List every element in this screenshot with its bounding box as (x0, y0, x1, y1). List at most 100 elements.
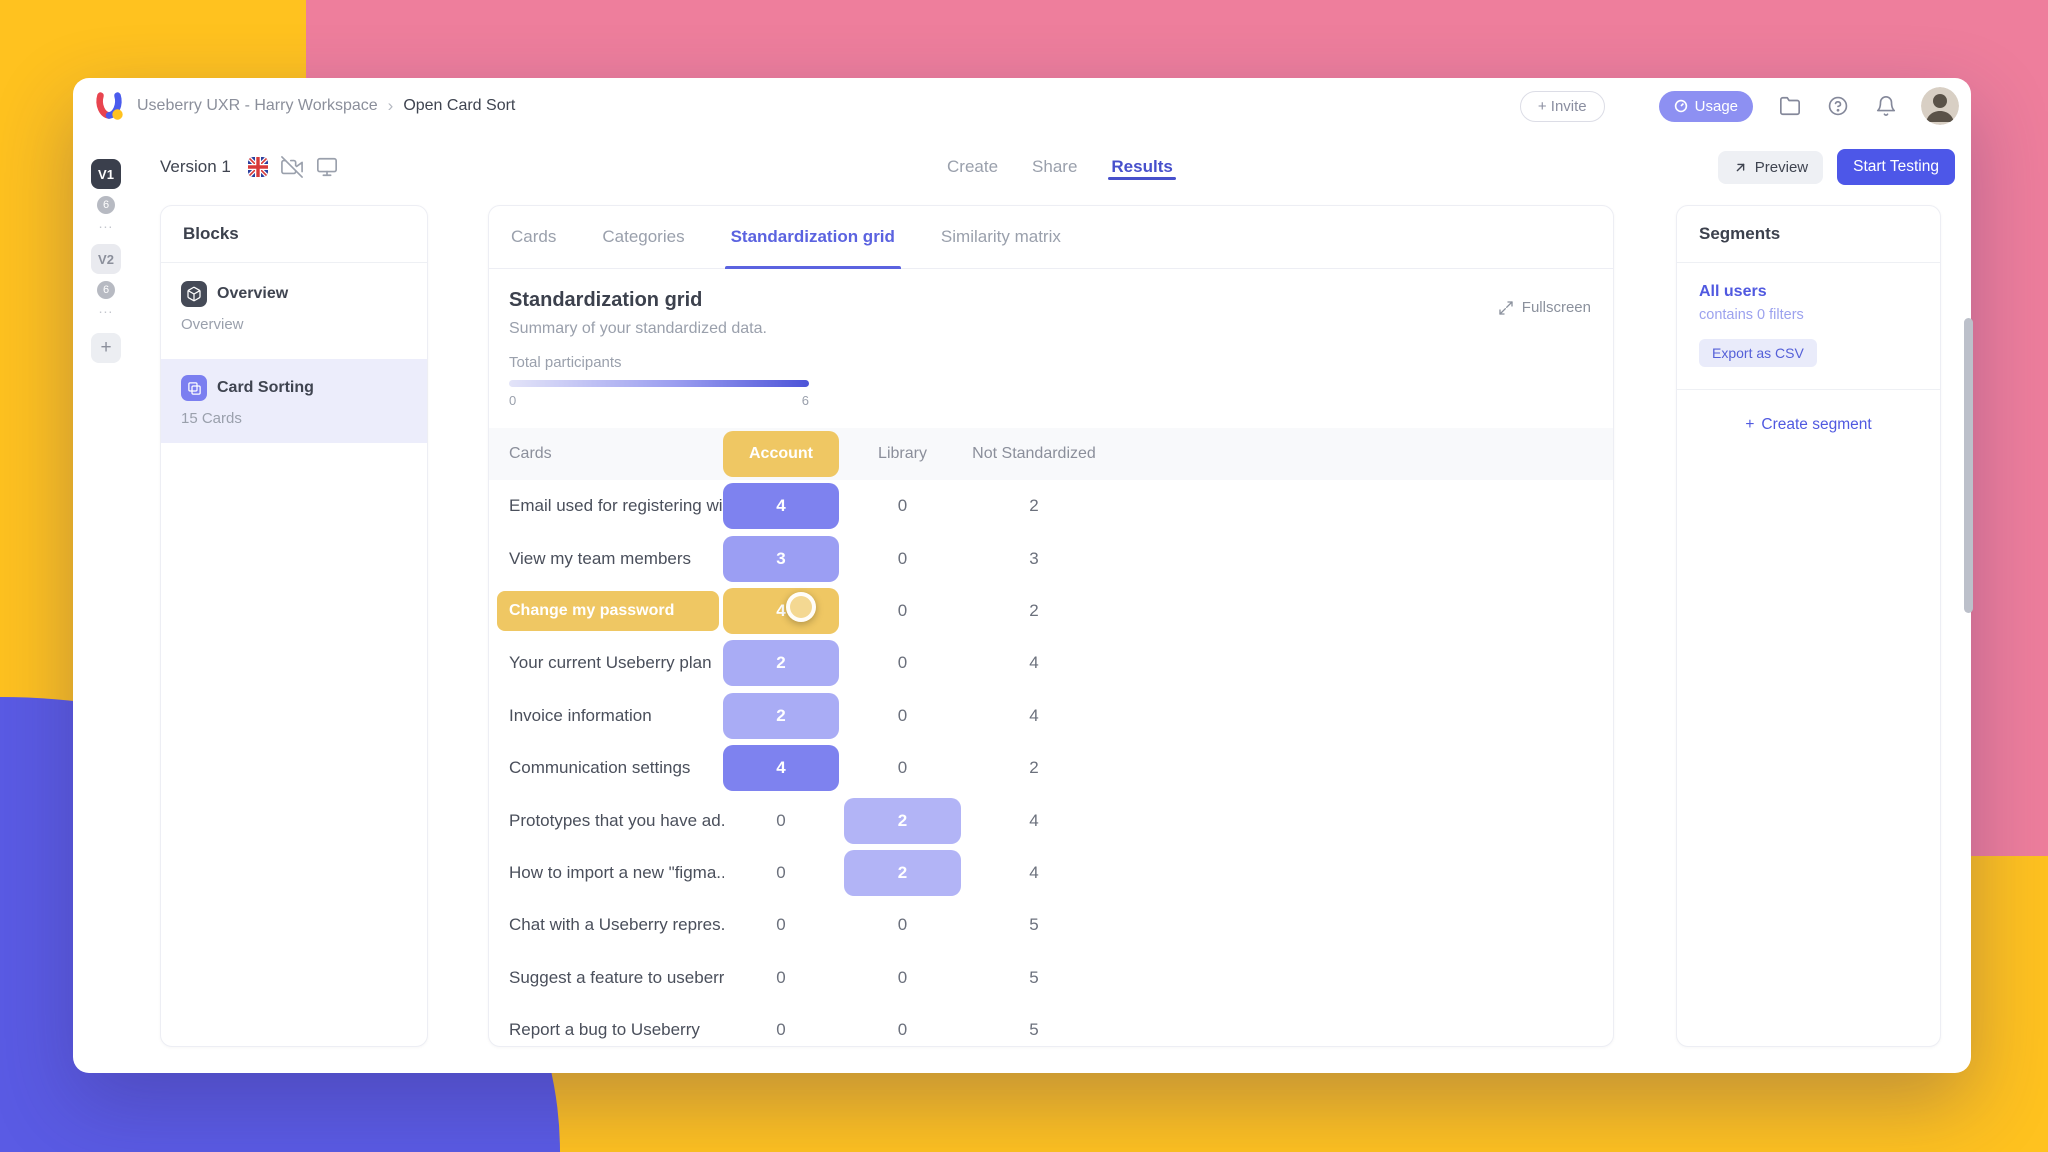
export-csv-button[interactable]: Export as CSV (1699, 339, 1817, 367)
usage-gauge-icon (1674, 99, 1688, 113)
fullscreen-button[interactable]: Fullscreen (1498, 299, 1591, 316)
tab-results[interactable]: Results (1108, 134, 1177, 200)
participants-progress-bar (509, 380, 809, 387)
version-label: Version 1 (160, 157, 231, 176)
version-rail-item-v2[interactable]: V2 (91, 244, 121, 274)
version-v1-count-badge: 6 (97, 196, 115, 214)
card-label: Invoice information (509, 705, 652, 725)
folder-icon[interactable] (1779, 95, 1801, 117)
tab-categories[interactable]: Categories (602, 227, 685, 246)
block-item-card-sorting[interactable]: Card Sorting 15 Cards (161, 359, 427, 443)
block-item-overview[interactable]: Overview Overview (161, 263, 427, 359)
card-label: Prototypes that you have ad... (509, 810, 724, 830)
not-standardized-value: 3 (1029, 548, 1039, 568)
notification-icon[interactable] (1875, 95, 1897, 117)
version-v2-more-icon[interactable]: ... (98, 300, 114, 316)
not-standardized-value: 4 (1029, 810, 1039, 830)
not-standardized-value: 2 (1029, 600, 1039, 620)
not-standardized-value: 4 (1029, 705, 1039, 725)
card-label-highlighted[interactable]: Change my password (497, 590, 719, 631)
breadcrumb: Useberry UXR - Harry Workspace › Open Ca… (137, 96, 515, 116)
library-value: 0 (897, 1020, 908, 1040)
segments-title: Segments (1699, 224, 1781, 243)
table-row[interactable]: Report a bug to Useberry 0 0 5 (489, 1004, 1613, 1046)
plus-icon: + (1745, 416, 1755, 433)
account-value: 0 (776, 915, 786, 935)
segment-name[interactable]: All users (1699, 283, 1767, 300)
library-value-pill[interactable]: 2 (844, 849, 961, 896)
table-row[interactable]: Prototypes that you have ad... 0 2 4 (489, 794, 1613, 846)
account-value-pill[interactable]: 3 (723, 535, 839, 582)
invite-button[interactable]: + Invite (1519, 90, 1605, 122)
column-header-library[interactable]: Library (878, 445, 927, 462)
account-value-pill[interactable]: 2 (723, 692, 839, 739)
preview-button[interactable]: Preview (1717, 150, 1824, 184)
tab-similarity-matrix[interactable]: Similarity matrix (940, 227, 1061, 246)
breadcrumb-workspace[interactable]: Useberry UXR - Harry Workspace (137, 97, 378, 114)
fullscreen-icon (1498, 300, 1514, 316)
display-icon[interactable] (316, 156, 338, 178)
library-value: 0 (897, 653, 908, 673)
table-row-highlighted[interactable]: Change my password 4 0 2 (489, 585, 1613, 637)
not-standardized-value: 2 (1029, 758, 1039, 778)
card-label: View my team members (509, 548, 692, 568)
table-row[interactable]: How to import a new "figma... 0 2 4 (489, 847, 1613, 899)
block-overview-subtitle: Overview (181, 316, 244, 333)
table-row[interactable]: Communication settings 4 0 2 (489, 742, 1613, 794)
segment-filters[interactable]: contains 0 filters (1699, 307, 1804, 323)
account-value: 0 (776, 967, 786, 987)
card-label: Chat with a Useberry repres... (509, 915, 724, 935)
tab-cards[interactable]: Cards (511, 227, 557, 246)
grid-header-row: Cards Account Library Not Standardized (489, 428, 1613, 480)
library-value: 0 (897, 758, 908, 778)
help-icon[interactable] (1827, 95, 1849, 117)
usage-button[interactable]: Usage (1658, 90, 1753, 122)
card-label: Report a bug to Useberry (509, 1020, 700, 1040)
table-row[interactable]: Invoice information 2 0 4 (489, 690, 1613, 742)
library-value: 0 (897, 967, 908, 987)
table-row[interactable]: Your current Useberry plan 2 0 4 (489, 637, 1613, 689)
version-v2-count-badge: 6 (97, 281, 115, 299)
library-value: 0 (897, 705, 908, 725)
not-standardized-value: 5 (1029, 967, 1039, 987)
tab-share[interactable]: Share (1032, 157, 1078, 176)
table-row[interactable]: Suggest a feature to useberry 0 0 5 (489, 952, 1613, 1004)
table-row[interactable]: View my team members 3 0 3 (489, 532, 1613, 584)
add-version-button[interactable]: + (91, 333, 121, 363)
scrollbar-thumb[interactable] (1964, 318, 1973, 613)
card-label: Email used for registering wi... (509, 496, 724, 516)
tab-standardization-grid[interactable]: Standardization grid (724, 206, 902, 269)
account-value: 0 (776, 810, 786, 830)
uk-flag-icon[interactable] (247, 157, 268, 177)
preview-label: Preview (1754, 158, 1809, 176)
study-tabs: Create Share Results (947, 134, 1177, 200)
segments-panel-header: Segments (1677, 206, 1940, 263)
account-value: 0 (776, 1020, 786, 1040)
participants-max: 6 (801, 393, 809, 408)
version-rail-item-v1[interactable]: V1 (91, 159, 121, 189)
table-row[interactable]: Chat with a Useberry repres... 0 0 5 (489, 899, 1613, 951)
version-v1-more-icon[interactable]: ... (98, 215, 114, 231)
blocks-panel: Blocks Overview Overview (160, 205, 428, 1047)
results-panel: Cards Categories Standardization grid Si… (488, 205, 1614, 1047)
start-testing-button[interactable]: Start Testing (1837, 149, 1955, 185)
column-header-not-standardized[interactable]: Not Standardized (972, 445, 1096, 462)
account-value-pill[interactable]: 4 (723, 587, 839, 634)
version-rail: V1 6 ... V2 6 ... + (73, 78, 139, 363)
table-row[interactable]: Email used for registering wi... 4 0 2 (489, 480, 1613, 532)
tab-create[interactable]: Create (947, 157, 999, 176)
participants-label: Total participants (509, 354, 622, 371)
useberry-logo-icon[interactable] (91, 88, 127, 124)
usage-label: Usage (1694, 97, 1738, 115)
account-value-pill[interactable]: 4 (723, 745, 839, 792)
column-header-account[interactable]: Account (723, 431, 839, 477)
account-value-pill[interactable]: 2 (723, 640, 839, 687)
block-card-sorting-title: Card Sorting (217, 379, 314, 396)
create-segment-button[interactable]: + Create segment (1677, 416, 1940, 434)
avatar[interactable] (1921, 87, 1959, 125)
segment-all-users: All users contains 0 filters Export as C… (1677, 263, 1940, 367)
blocks-title: Blocks (183, 224, 239, 243)
camera-off-icon[interactable] (280, 156, 303, 178)
library-value-pill[interactable]: 2 (844, 797, 961, 844)
account-value-pill[interactable]: 4 (723, 483, 839, 530)
